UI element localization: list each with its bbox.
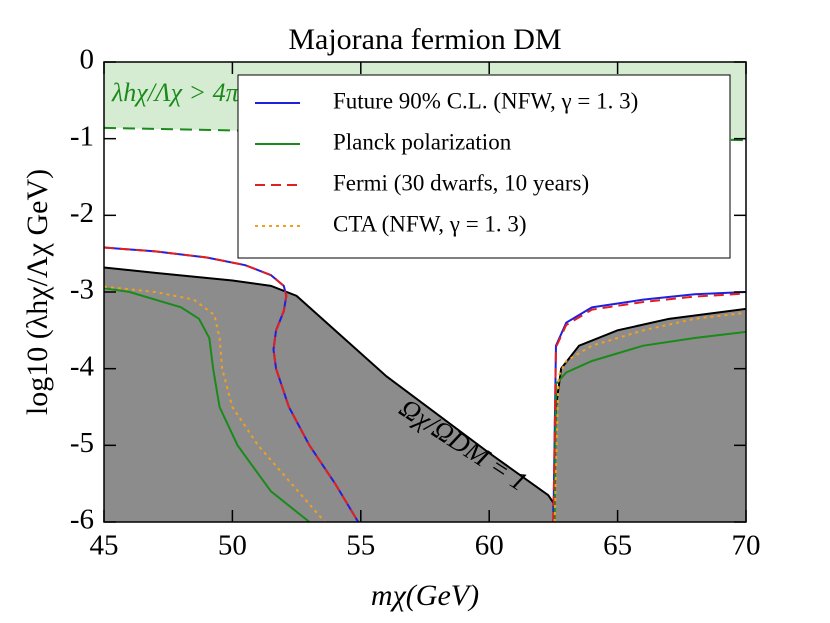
legend-box <box>237 74 731 259</box>
y-axis-label: log10 (λhχ/Λχ GeV) <box>21 169 54 415</box>
legend-label: CTA (NFW, γ = 1. 3) <box>333 211 527 236</box>
y-tick-label: -3 <box>70 274 94 306</box>
relic-region-area <box>104 267 746 522</box>
x-tick-label: 55 <box>346 530 375 562</box>
x-tick-label: 70 <box>732 530 761 562</box>
relic-region-line <box>104 266 746 522</box>
chart-title: Majorana fermion DM <box>288 23 561 56</box>
x-tick-label: 65 <box>603 530 632 562</box>
legend-label: Planck polarization <box>333 129 512 154</box>
y-tick-label: -6 <box>70 504 94 536</box>
legend-label: Fermi (30 dwarfs, 10 years) <box>333 170 589 195</box>
x-tick-label: 50 <box>218 530 247 562</box>
y-tick-label: 0 <box>80 44 95 76</box>
y-tick-label: -2 <box>70 197 94 229</box>
series-line <box>104 287 746 522</box>
y-tick-label: -5 <box>70 427 94 459</box>
legend-label: Future 90% C.L. (NFW, γ = 1. 3) <box>333 88 638 113</box>
x-tick-label: 45 <box>90 530 119 562</box>
x-tick-label: 60 <box>475 530 504 562</box>
series-line <box>104 285 746 522</box>
y-tick-label: -1 <box>70 120 94 152</box>
x-axis-label: mχ(GeV) <box>371 579 479 612</box>
series-line <box>104 246 746 522</box>
y-tick-label: -4 <box>70 350 95 382</box>
